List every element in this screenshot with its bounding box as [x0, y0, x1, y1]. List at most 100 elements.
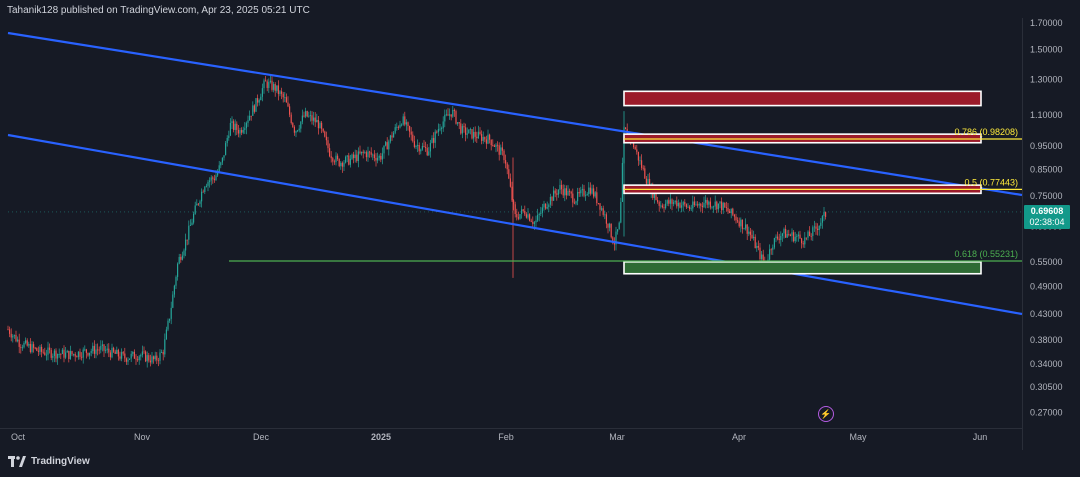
candle-body	[164, 339, 166, 355]
fib-level-label: 0.618 (0.55231)	[954, 249, 1018, 259]
candle-body	[50, 349, 52, 358]
candle-body	[737, 220, 739, 222]
candle-body	[34, 347, 36, 349]
candle-body	[399, 124, 401, 128]
candle-body	[298, 128, 300, 131]
candle-body	[613, 243, 615, 245]
candle-body	[357, 151, 359, 161]
candle-body	[588, 187, 590, 195]
candle-body	[546, 207, 548, 209]
candle-body	[729, 211, 731, 214]
candle-body	[130, 353, 132, 359]
candle-body	[711, 206, 713, 208]
candle-body	[265, 80, 267, 82]
candle-body	[138, 356, 140, 361]
candle-body	[497, 144, 499, 146]
candle-body	[21, 347, 23, 349]
candle-body	[735, 216, 737, 221]
candle-body	[732, 208, 734, 215]
candle-body	[207, 181, 209, 186]
candle-body	[813, 226, 815, 228]
lightning-icon[interactable]: ⚡	[818, 406, 834, 422]
candle-body	[594, 192, 596, 197]
candle-body	[581, 188, 583, 191]
candle-body	[439, 128, 441, 130]
support-zone	[623, 261, 982, 275]
candle-body	[281, 91, 283, 94]
candle-body	[676, 200, 678, 207]
candle-body	[753, 236, 755, 239]
candle-body	[660, 205, 662, 207]
candle-body	[740, 219, 742, 227]
candle-body	[181, 255, 183, 260]
candle-body	[69, 351, 71, 359]
candle-body	[428, 151, 430, 156]
candle-body	[370, 152, 372, 155]
candle-body	[9, 329, 11, 334]
candle-body	[820, 222, 822, 226]
candle-body	[93, 345, 95, 354]
candle-body	[213, 178, 215, 181]
candle-body	[202, 191, 204, 193]
price-axis-tick: 1.30000	[1030, 75, 1063, 85]
candle-body	[268, 82, 270, 88]
candle-body	[23, 342, 25, 348]
tradingview-logo-icon[interactable]	[8, 455, 26, 467]
price-axis-tick: 0.95000	[1030, 141, 1063, 151]
candle-body	[722, 202, 724, 211]
candle-body	[597, 203, 599, 204]
candle-body	[7, 329, 9, 331]
candle-body	[541, 207, 543, 213]
candle-body	[57, 354, 59, 359]
candle-body	[170, 307, 172, 319]
candle-body	[277, 85, 279, 95]
candle-body	[548, 204, 550, 208]
candle-body	[580, 190, 582, 194]
candle-body	[791, 232, 793, 236]
candle-body	[617, 229, 619, 232]
candle-body	[801, 238, 803, 244]
candle-body	[217, 171, 219, 176]
candle-body	[562, 189, 564, 196]
candle-body	[761, 254, 763, 259]
candle-body	[807, 231, 809, 238]
candle-body	[513, 200, 515, 205]
candle-body	[599, 203, 601, 210]
candle-body	[263, 80, 265, 89]
candle-body	[495, 144, 497, 147]
candle-body	[141, 351, 143, 356]
candle-body	[73, 354, 75, 355]
candle-body	[105, 350, 107, 351]
candle-body	[335, 155, 337, 163]
candle-body	[137, 359, 139, 361]
candle-body	[413, 141, 415, 147]
candle-body	[228, 135, 230, 138]
candle-body	[618, 222, 620, 230]
candle-body	[143, 351, 145, 353]
candle-body	[25, 340, 27, 343]
candle-body	[79, 351, 81, 357]
candle-body	[537, 214, 539, 221]
candle-body	[343, 162, 345, 167]
candle-body	[337, 155, 339, 160]
candle-body	[442, 121, 444, 129]
footer-brand[interactable]: TradingView	[31, 455, 90, 467]
candle-body	[330, 156, 332, 159]
candle-body	[212, 177, 214, 179]
candle-body	[133, 351, 135, 359]
candle-body	[348, 155, 350, 165]
candle-body	[471, 129, 473, 139]
candle-body	[349, 158, 351, 165]
candle-body	[255, 98, 257, 112]
candle-body	[12, 335, 14, 338]
candle-body	[426, 147, 428, 156]
candle-body	[641, 160, 643, 168]
candle-body	[140, 355, 142, 357]
candle-body	[490, 139, 492, 146]
candle-body	[71, 351, 73, 355]
candle-body	[373, 154, 375, 158]
price-axis-tick: 0.38000	[1030, 335, 1063, 345]
